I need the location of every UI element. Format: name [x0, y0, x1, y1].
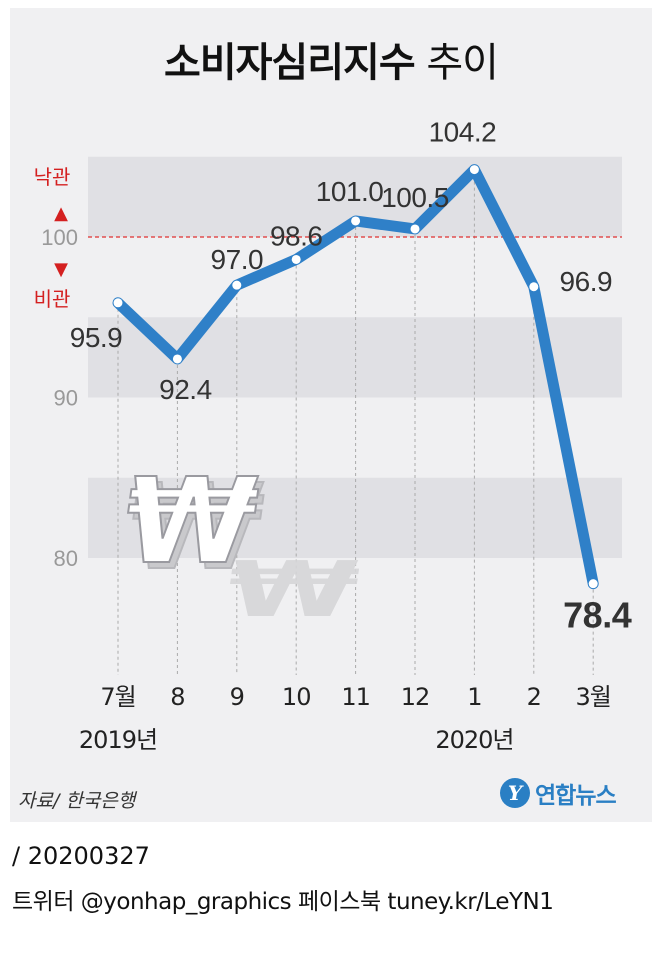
optimism-label: 낙관: [34, 165, 71, 189]
chart-title: 소비자심리지수 추이: [0, 30, 662, 88]
data-point: [172, 354, 182, 364]
data-point: [588, 579, 598, 589]
data-label: 98.6: [270, 220, 323, 251]
title-main: 소비자심리지수: [164, 40, 416, 86]
data-point: [529, 282, 539, 292]
y-tick-label: 90: [54, 386, 78, 411]
year-label: 2020년: [435, 726, 513, 754]
category-gridlines: [117, 175, 594, 675]
y-axis-ticks: 80 90 100: [41, 225, 78, 571]
down-arrow-icon: ▼: [54, 259, 68, 280]
pessimism-label: 비관: [34, 287, 71, 311]
data-label: 95.9: [70, 322, 123, 353]
data-point: [113, 298, 123, 308]
data-label: 78.4: [563, 595, 632, 636]
chart-panel: [10, 8, 652, 822]
year-label: 2019년: [79, 726, 157, 754]
data-label: 92.4: [159, 374, 212, 405]
data-label: 100.5: [381, 182, 449, 213]
data-label: 97.0: [211, 244, 264, 275]
footer-social: 트위터 @yonhap_graphics 페이스북 tuney.kr/LeYN1: [12, 889, 554, 915]
x-tick-label: 3월: [576, 683, 611, 711]
title-sub: 추이: [426, 40, 499, 86]
data-point: [351, 216, 361, 226]
data-point: [232, 280, 242, 290]
x-tick-label: 8: [170, 683, 184, 711]
x-tick-label: 12: [401, 683, 430, 711]
source-note: 자료/ 한국은행: [18, 790, 136, 812]
data-point: [469, 165, 479, 175]
x-tick-label: 9: [230, 683, 244, 711]
data-point: [410, 224, 420, 234]
up-arrow-icon: ▲: [54, 203, 68, 224]
x-tick-label: 7월: [100, 683, 135, 711]
won-sign-icon: ₩ ₩ ₩: [115, 452, 365, 635]
yonhap-logo-icon: Y: [500, 778, 530, 808]
svg-text:₩: ₩: [116, 453, 265, 590]
svg-text:₩: ₩: [221, 545, 364, 635]
x-tick-label: 11: [341, 683, 370, 711]
y-tick-label: 80: [54, 546, 78, 571]
data-label: 104.2: [429, 117, 497, 148]
footer-date: / 20200327: [12, 842, 150, 870]
logo-text: 연합뉴스: [535, 783, 617, 809]
x-tick-label: 1: [467, 683, 481, 711]
data-point: [291, 254, 301, 264]
data-points: [113, 165, 598, 589]
x-tick-label: 10: [282, 683, 311, 711]
svg-text:₩: ₩: [121, 459, 270, 596]
y-tick-label: 100: [41, 225, 78, 250]
x-tick-label: 2: [527, 683, 541, 711]
publisher-logo: Y 연합뉴스: [500, 776, 617, 810]
data-label: 101.0: [316, 176, 384, 207]
data-label: 96.9: [560, 266, 613, 297]
